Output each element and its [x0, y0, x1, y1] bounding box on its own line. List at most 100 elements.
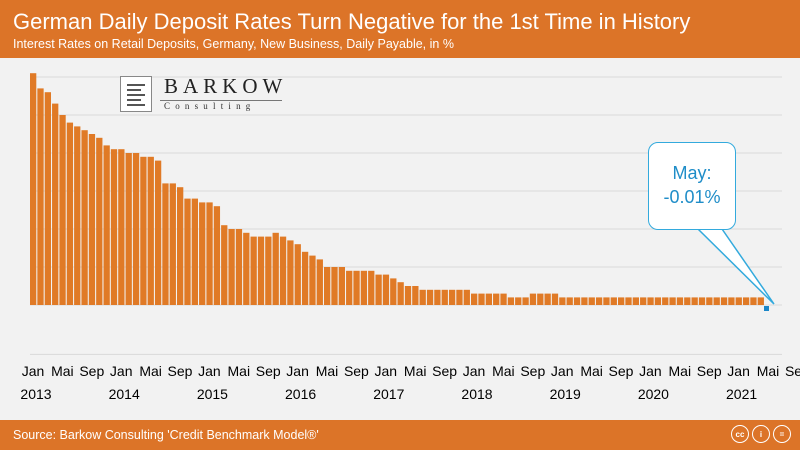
bar	[81, 130, 88, 305]
x-tick-label: Mai	[139, 363, 162, 379]
bar	[250, 236, 257, 305]
bar	[537, 293, 544, 305]
bar	[691, 297, 698, 305]
bar	[272, 232, 279, 305]
bar	[132, 153, 140, 305]
bar	[647, 297, 654, 305]
bar	[463, 289, 470, 305]
bar	[59, 115, 66, 305]
x-year-label: 2015	[197, 386, 228, 402]
bar	[434, 289, 441, 305]
bar	[456, 289, 463, 305]
x-tick-label: Sep	[344, 363, 369, 379]
bar	[676, 297, 684, 305]
x-tick-label: Jan	[110, 363, 133, 379]
bar	[397, 282, 404, 305]
chart-footer: Source: Barkow Consulting 'Credit Benchm…	[0, 420, 800, 450]
bar	[360, 270, 368, 305]
bar	[44, 92, 51, 305]
x-year-label: 2017	[373, 386, 404, 402]
bar	[103, 145, 110, 305]
bar	[125, 153, 132, 305]
bar	[228, 229, 235, 305]
x-tick-label: Jan	[463, 363, 486, 379]
bar	[618, 297, 625, 305]
bar	[728, 297, 735, 305]
bar-latest	[764, 306, 769, 311]
bar	[324, 267, 331, 305]
bar	[610, 297, 617, 305]
x-year-label: 2019	[550, 386, 581, 402]
bar	[140, 156, 147, 305]
bar	[654, 297, 662, 305]
bar	[37, 88, 44, 306]
bar	[382, 274, 390, 305]
x-tick-label: Sep	[609, 363, 634, 379]
bar	[742, 297, 750, 305]
x-year-label: 2018	[461, 386, 492, 402]
x-tick-label: Mai	[51, 363, 74, 379]
bar	[235, 229, 243, 305]
bar	[118, 149, 125, 305]
bar	[551, 293, 559, 305]
bar	[426, 289, 434, 305]
x-year-label: 2020	[638, 386, 669, 402]
x-tick-label: Mai	[492, 363, 515, 379]
bar	[595, 297, 603, 305]
chart-subtitle: Interest Rates on Retail Deposits, Germa…	[13, 37, 454, 51]
logo-mark-icon	[120, 76, 152, 112]
bar	[559, 297, 566, 305]
bar	[162, 183, 169, 305]
x-year-label: 2016	[285, 386, 316, 402]
bar	[390, 278, 397, 305]
x-year-label: 2014	[109, 386, 140, 402]
bar	[757, 297, 764, 305]
x-tick-label: Sep	[79, 363, 104, 379]
bar	[353, 270, 360, 305]
bar	[573, 297, 581, 305]
bar	[625, 297, 632, 305]
x-tick-label: Mai	[580, 363, 603, 379]
bar	[294, 244, 301, 305]
by-icon: i	[752, 425, 770, 443]
bar	[368, 270, 375, 305]
bar	[529, 293, 537, 305]
x-tick-label: Jan	[639, 363, 662, 379]
bar	[669, 297, 676, 305]
x-tick-label: Sep	[697, 363, 722, 379]
bar	[720, 297, 728, 305]
x-tick-label: Sep	[520, 363, 545, 379]
x-tick-label: Mai	[228, 363, 251, 379]
bar	[338, 267, 345, 305]
x-tick-label: Jan	[22, 363, 45, 379]
bar	[515, 297, 522, 305]
x-tick-label: Jan	[551, 363, 574, 379]
bar	[375, 274, 382, 305]
x-tick-label: Sep	[168, 363, 193, 379]
callout-box: May: -0.01%	[648, 142, 736, 230]
x-tick-label: Sep	[432, 363, 457, 379]
bar	[52, 103, 59, 305]
bar	[706, 297, 713, 305]
bar	[287, 240, 294, 305]
bar	[331, 267, 338, 305]
bar	[713, 297, 720, 305]
x-tick-label: Jan	[727, 363, 750, 379]
logo-subtitle: Consulting	[164, 101, 256, 111]
bar	[471, 293, 478, 305]
x-tick-label: Jan	[198, 363, 221, 379]
bar	[662, 297, 669, 305]
bar	[177, 187, 184, 305]
bar	[404, 286, 412, 305]
bar	[316, 259, 323, 305]
bar	[500, 293, 507, 305]
bar	[478, 293, 485, 305]
bar	[169, 183, 176, 305]
bar	[419, 289, 426, 305]
bar	[154, 160, 162, 305]
x-tick-label: Sep	[256, 363, 281, 379]
bar	[213, 206, 221, 305]
bar	[581, 297, 588, 305]
bar	[632, 297, 639, 305]
